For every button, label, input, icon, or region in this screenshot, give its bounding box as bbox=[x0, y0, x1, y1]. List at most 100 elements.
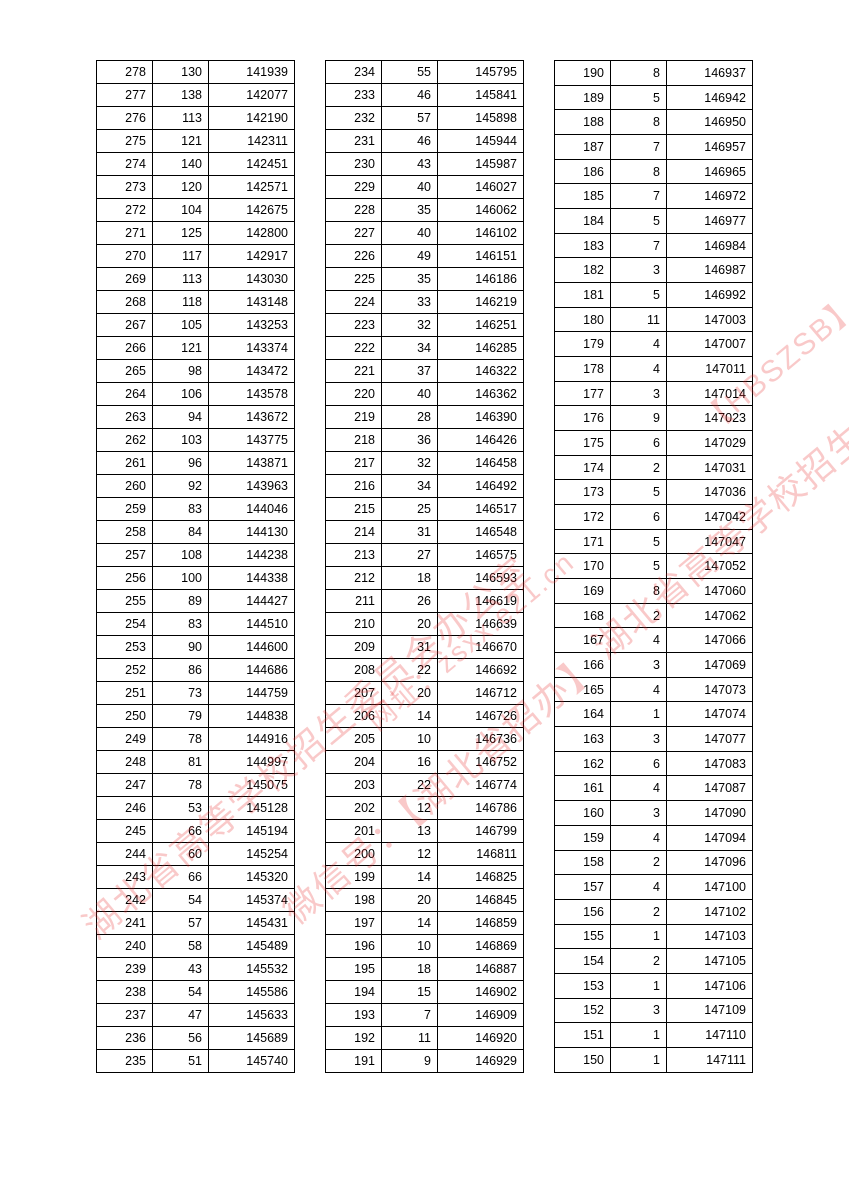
table-row: 1877146957 bbox=[555, 135, 753, 160]
table-cell: 9 bbox=[382, 1050, 438, 1073]
table-cell: 146426 bbox=[438, 429, 524, 452]
table-cell: 147110 bbox=[667, 1023, 753, 1048]
table-cell: 73 bbox=[153, 682, 209, 705]
table-cell: 276 bbox=[97, 107, 153, 130]
table-cell: 7 bbox=[611, 233, 667, 258]
table-cell: 144600 bbox=[209, 636, 295, 659]
table-row: 1542147105 bbox=[555, 949, 753, 974]
table-cell: 143871 bbox=[209, 452, 295, 475]
table-cell: 201 bbox=[326, 820, 382, 843]
table-row: 271125142800 bbox=[97, 222, 295, 245]
table-cell: 20 bbox=[382, 613, 438, 636]
table-row: 20416146752 bbox=[326, 751, 524, 774]
table-cell: 5 bbox=[611, 480, 667, 505]
table-cell: 144046 bbox=[209, 498, 295, 521]
table-cell: 147014 bbox=[667, 381, 753, 406]
table-row: 25079144838 bbox=[97, 705, 295, 728]
table-cell: 146362 bbox=[438, 383, 524, 406]
table-cell: 60 bbox=[153, 843, 209, 866]
table-cell: 165 bbox=[555, 677, 611, 702]
table-cell: 271 bbox=[97, 222, 153, 245]
table-cell: 145689 bbox=[209, 1027, 295, 1050]
table-cell: 162 bbox=[555, 751, 611, 776]
table-cell: 105 bbox=[153, 314, 209, 337]
table-row: 21218146593 bbox=[326, 567, 524, 590]
table-row: 278130141939 bbox=[97, 61, 295, 84]
table-cell: 147047 bbox=[667, 529, 753, 554]
table-cell: 150 bbox=[555, 1047, 611, 1072]
table-row: 1705147052 bbox=[555, 554, 753, 579]
table-cell: 263 bbox=[97, 406, 153, 429]
table-cell: 145740 bbox=[209, 1050, 295, 1073]
table-row: 22040146362 bbox=[326, 383, 524, 406]
table-cell: 103 bbox=[153, 429, 209, 452]
table-cell: 230 bbox=[326, 153, 382, 176]
table-row: 22234146285 bbox=[326, 337, 524, 360]
table-cell: 181 bbox=[555, 283, 611, 308]
table-cell: 58 bbox=[153, 935, 209, 958]
table-row: 25173144759 bbox=[97, 682, 295, 705]
table-cell: 203 bbox=[326, 774, 382, 797]
table-cell: 275 bbox=[97, 130, 153, 153]
table-cell: 235 bbox=[97, 1050, 153, 1073]
table-cell: 108 bbox=[153, 544, 209, 567]
table-row: 1641147074 bbox=[555, 702, 753, 727]
table-cell: 4 bbox=[611, 357, 667, 382]
table-row: 275121142311 bbox=[97, 130, 295, 153]
table-cell: 277 bbox=[97, 84, 153, 107]
table-cell: 173 bbox=[555, 480, 611, 505]
table-cell: 145532 bbox=[209, 958, 295, 981]
table-cell: 233 bbox=[326, 84, 382, 107]
table-cell: 143030 bbox=[209, 268, 295, 291]
table-cell: 35 bbox=[382, 199, 438, 222]
table-cell: 3 bbox=[611, 258, 667, 283]
table-cell: 145841 bbox=[438, 84, 524, 107]
table-row: 24254145374 bbox=[97, 889, 295, 912]
table-cell: 145987 bbox=[438, 153, 524, 176]
table-row: 267105143253 bbox=[97, 314, 295, 337]
table-cell: 221 bbox=[326, 360, 382, 383]
table-cell: 147031 bbox=[667, 455, 753, 480]
table-cell: 219 bbox=[326, 406, 382, 429]
table-cell: 175 bbox=[555, 431, 611, 456]
table-cell: 6 bbox=[611, 751, 667, 776]
table-cell: 159 bbox=[555, 825, 611, 850]
table-row: 1594147094 bbox=[555, 825, 753, 850]
table-cell: 146548 bbox=[438, 521, 524, 544]
table-cell: 147052 bbox=[667, 554, 753, 579]
table-cell: 142451 bbox=[209, 153, 295, 176]
table-cell: 147066 bbox=[667, 628, 753, 653]
table-row: 22740146102 bbox=[326, 222, 524, 245]
table-row: 23656145689 bbox=[97, 1027, 295, 1050]
score-table-3: 1908146937189514694218881469501877146957… bbox=[554, 60, 753, 1073]
table-cell: 9 bbox=[611, 406, 667, 431]
table-cell: 147096 bbox=[667, 850, 753, 875]
table-row: 1582147096 bbox=[555, 850, 753, 875]
table-cell: 220 bbox=[326, 383, 382, 406]
table-cell: 269 bbox=[97, 268, 153, 291]
table-cell: 118 bbox=[153, 291, 209, 314]
table-row: 26196143871 bbox=[97, 452, 295, 475]
table-cell: 4 bbox=[611, 825, 667, 850]
table-cell: 8 bbox=[611, 159, 667, 184]
table-cell: 22 bbox=[382, 774, 438, 797]
table-row: 1633147077 bbox=[555, 727, 753, 752]
table-cell: 6 bbox=[611, 431, 667, 456]
table-cell: 146909 bbox=[438, 1004, 524, 1027]
table-row: 1682147062 bbox=[555, 603, 753, 628]
score-table-1: 2781301419392771381420772761131421902751… bbox=[96, 60, 295, 1073]
table-cell: 225 bbox=[326, 268, 382, 291]
table-cell: 172 bbox=[555, 505, 611, 530]
table-row: 23043145987 bbox=[326, 153, 524, 176]
table-row: 23455145795 bbox=[326, 61, 524, 84]
table-cell: 104 bbox=[153, 199, 209, 222]
table-cell: 55 bbox=[382, 61, 438, 84]
table-cell: 207 bbox=[326, 682, 382, 705]
table-row: 273120142571 bbox=[97, 176, 295, 199]
table-cell: 4 bbox=[611, 628, 667, 653]
table-cell: 146869 bbox=[438, 935, 524, 958]
table-cell: 146786 bbox=[438, 797, 524, 820]
table-cell: 254 bbox=[97, 613, 153, 636]
table-cell: 245 bbox=[97, 820, 153, 843]
table-cell: 147087 bbox=[667, 776, 753, 801]
